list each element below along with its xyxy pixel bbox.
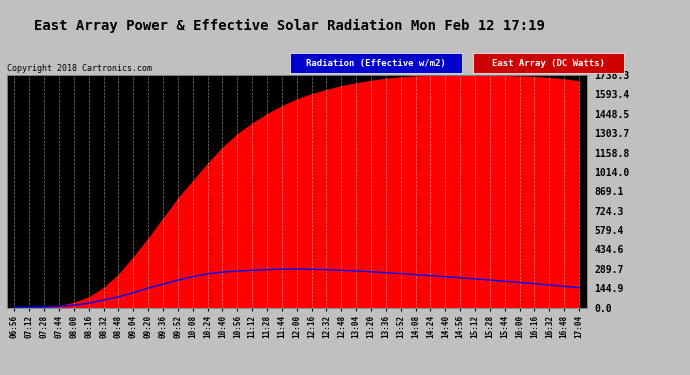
Text: Radiation (Effective w/m2): Radiation (Effective w/m2) <box>306 59 446 68</box>
Text: East Array Power & Effective Solar Radiation Mon Feb 12 17:19: East Array Power & Effective Solar Radia… <box>34 19 545 33</box>
Text: East Array (DC Watts): East Array (DC Watts) <box>492 59 605 68</box>
Text: Copyright 2018 Cartronics.com: Copyright 2018 Cartronics.com <box>7 64 152 73</box>
